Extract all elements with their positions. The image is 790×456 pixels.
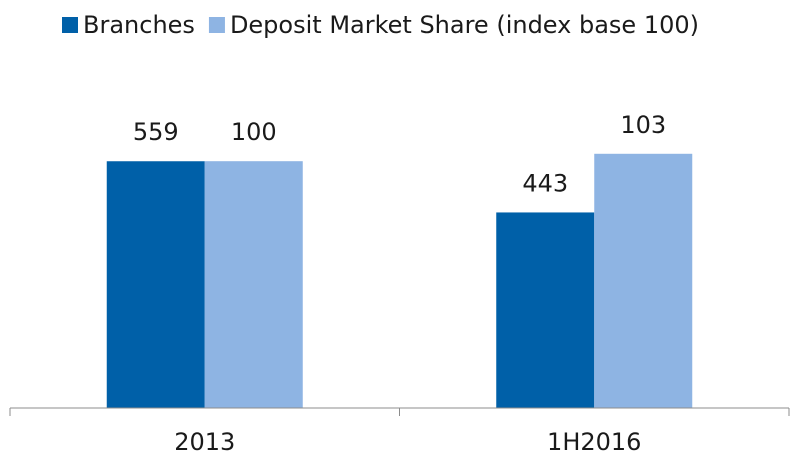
- x-tick-label: 1H2016: [547, 428, 641, 456]
- bar: [594, 153, 693, 408]
- legend-swatch: [208, 17, 225, 33]
- bar: [106, 161, 205, 408]
- legend-label: Deposit Market Share (index base 100): [230, 11, 699, 39]
- bar: [204, 161, 303, 408]
- legend-swatch: [62, 17, 78, 33]
- data-label: 103: [620, 111, 666, 139]
- legend-label: Branches: [83, 11, 195, 39]
- x-tick-label: 2013: [174, 428, 235, 456]
- data-label: 100: [231, 118, 277, 146]
- data-label: 559: [133, 118, 179, 146]
- bar: [496, 212, 595, 408]
- data-label: 443: [522, 169, 568, 197]
